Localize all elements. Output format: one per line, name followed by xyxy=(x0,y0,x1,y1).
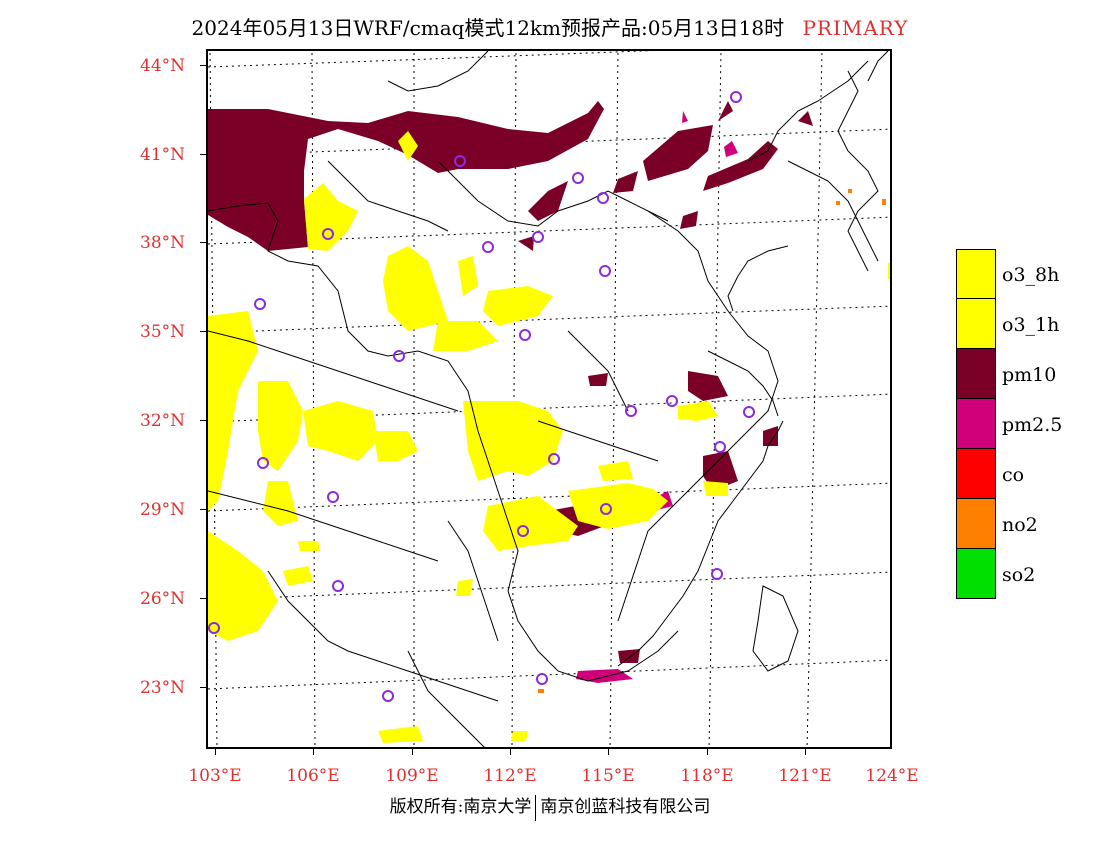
lat-tick xyxy=(200,687,206,688)
lat-tick xyxy=(200,65,206,66)
lon-label-121: 121°E xyxy=(778,766,832,786)
lat-tick xyxy=(200,598,206,599)
legend-label-o3-8h: o3_8h xyxy=(1002,264,1060,286)
lat-label-35: 35°N xyxy=(140,322,186,342)
lat-label-29: 29°N xyxy=(140,500,186,520)
legend-swatch-o3-8h xyxy=(956,249,996,299)
copyright-left: 版权所有:南京大学 xyxy=(389,797,532,817)
lon-tick xyxy=(215,749,216,755)
pollutant-map xyxy=(206,49,892,749)
legend-swatch-so2 xyxy=(956,549,996,599)
lat-label-23: 23°N xyxy=(140,678,186,698)
lon-label-109: 109°E xyxy=(385,766,439,786)
o3-areas xyxy=(208,131,890,743)
lon-tick xyxy=(510,749,511,755)
boundaries xyxy=(208,51,889,747)
legend-label-o3-1h: o3_1h xyxy=(1002,314,1060,336)
legend-label-so2: so2 xyxy=(1002,564,1036,586)
legend-swatch-no2 xyxy=(956,499,996,549)
lon-label-112: 112°E xyxy=(483,766,537,786)
title-primary-tag: PRIMARY xyxy=(802,16,909,40)
pm10-areas xyxy=(208,101,813,663)
lon-tick xyxy=(313,749,314,755)
lat-label-32: 32°N xyxy=(140,411,186,431)
lon-label-118: 118°E xyxy=(680,766,734,786)
footer-separator xyxy=(535,794,537,821)
legend-label-pm25: pm2.5 xyxy=(1002,414,1063,436)
copyright-footer: 版权所有:南京大学 南京创蓝科技有限公司 xyxy=(0,792,1100,821)
lon-tick xyxy=(805,749,806,755)
map-title: 2024年05月13日WRF/cmaq模式12km预报产品:05月13日18时 … xyxy=(0,12,1100,41)
lon-tick xyxy=(412,749,413,755)
legend-swatch-o3-1h xyxy=(956,299,996,349)
lon-label-124: 124°E xyxy=(865,766,919,786)
lat-tick xyxy=(200,242,206,243)
map-canvas xyxy=(208,51,890,747)
lat-tick xyxy=(200,509,206,510)
legend-swatch-co xyxy=(956,449,996,499)
lon-label-115: 115°E xyxy=(581,766,635,786)
legend-swatch-pm25 xyxy=(956,399,996,449)
lon-tick xyxy=(608,749,609,755)
legend-label-no2: no2 xyxy=(1002,514,1038,536)
no2-areas xyxy=(538,189,886,693)
lon-label-106: 106°E xyxy=(286,766,340,786)
lon-tick xyxy=(707,749,708,755)
legend-label-co: co xyxy=(1002,464,1025,486)
lat-tick xyxy=(200,331,206,332)
lat-label-41: 41°N xyxy=(140,145,186,165)
lat-label-26: 26°N xyxy=(140,589,186,609)
lat-label-38: 38°N xyxy=(140,233,186,253)
copyright-right: 南京创蓝科技有限公司 xyxy=(540,797,711,817)
lat-tick xyxy=(200,420,206,421)
pollutant-legend xyxy=(956,249,996,599)
site-markers xyxy=(208,91,755,702)
lat-label-44: 44°N xyxy=(140,56,186,76)
title-main: 2024年05月13日WRF/cmaq模式12km预报产品:05月13日18时 xyxy=(191,16,785,40)
lon-label-103: 103°E xyxy=(188,766,242,786)
legend-swatch-pm10 xyxy=(956,349,996,399)
lat-tick xyxy=(200,154,206,155)
legend-label-pm10: pm10 xyxy=(1002,364,1057,386)
